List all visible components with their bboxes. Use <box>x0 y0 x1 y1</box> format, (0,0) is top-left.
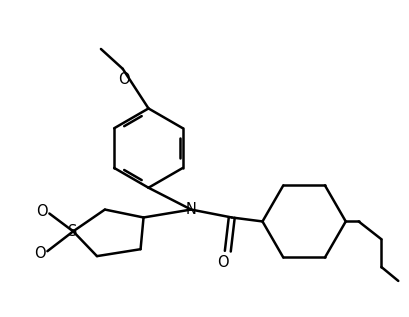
Text: S: S <box>68 224 78 239</box>
Text: O: O <box>216 255 228 270</box>
Text: O: O <box>34 246 45 261</box>
Text: O: O <box>36 204 47 219</box>
Text: O: O <box>118 72 129 87</box>
Text: N: N <box>185 202 196 217</box>
